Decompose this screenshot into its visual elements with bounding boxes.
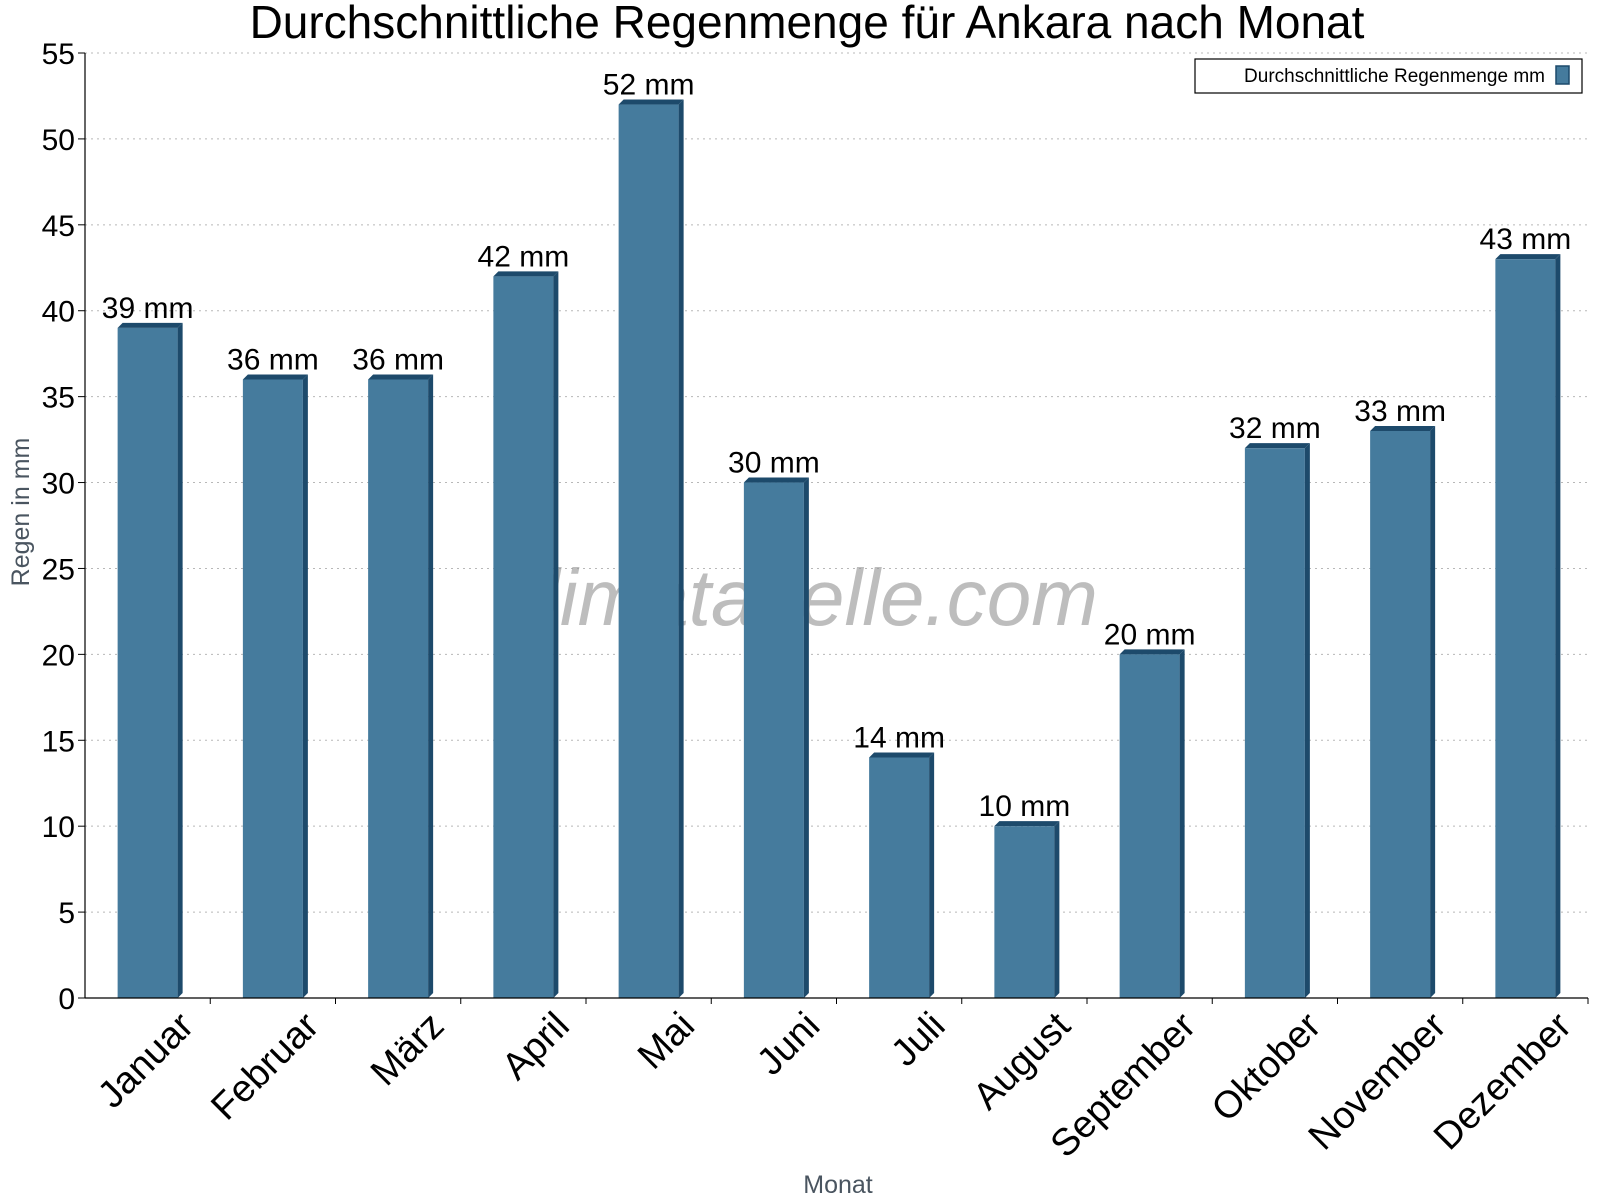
y-axis-title: Regen in mm <box>7 438 35 587</box>
bar <box>242 374 308 998</box>
y-tick-label: 0 <box>58 983 75 1016</box>
bar-side <box>929 752 935 998</box>
y-tick-label: 25 <box>42 553 75 586</box>
bars <box>117 99 1561 999</box>
bar-face <box>743 482 804 999</box>
bar <box>1370 426 1436 998</box>
bar-top <box>242 374 308 380</box>
bar-top <box>869 752 935 758</box>
bar-top <box>117 322 183 328</box>
bar-face <box>242 379 303 998</box>
bar <box>869 752 935 998</box>
data-label: 14 mm <box>853 721 945 754</box>
y-tick-label: 20 <box>42 639 75 672</box>
y-tick-label: 15 <box>42 725 75 758</box>
data-label: 33 mm <box>1354 395 1446 428</box>
bar <box>743 477 809 999</box>
bar-face <box>1370 431 1431 998</box>
y-tick-label: 40 <box>42 296 75 329</box>
data-label: 39 mm <box>102 292 194 325</box>
bar-top <box>743 477 809 483</box>
x-tick-label: August <box>965 1004 1079 1118</box>
bar-top <box>493 271 559 277</box>
data-label: 36 mm <box>352 343 444 376</box>
y-tick-label: 55 <box>42 38 75 71</box>
x-tick-label: Februar <box>203 1004 327 1128</box>
x-axis-ticks: Januar Februar März April Mai Juni Juli AugustS… <box>90 998 1589 1166</box>
x-tick-label: Mai <box>630 1005 703 1078</box>
bar-face <box>493 276 554 998</box>
data-label: 30 mm <box>728 447 820 480</box>
axes <box>84 53 1588 999</box>
bar-face <box>1244 448 1305 998</box>
bar-side <box>803 477 809 999</box>
y-tick-label: 50 <box>42 124 75 157</box>
data-label: 52 mm <box>603 69 695 102</box>
x-axis-title: Monat <box>803 1171 873 1199</box>
bar-side <box>553 271 559 998</box>
legend-label: Durchschnittliche Regenmenge mm <box>1244 66 1545 87</box>
x-tick-label: Dezember <box>1426 1004 1580 1158</box>
bar-face <box>618 104 679 998</box>
data-label: 43 mm <box>1480 223 1572 256</box>
bar <box>1495 254 1561 998</box>
bar-side <box>1304 443 1310 998</box>
data-label: 42 mm <box>478 240 570 273</box>
bar-face <box>869 757 930 998</box>
bar <box>994 821 1060 998</box>
bar-top <box>994 821 1060 827</box>
legend-swatch <box>1555 65 1570 85</box>
bar-face <box>117 327 178 999</box>
y-tick-label: 10 <box>42 811 75 844</box>
y-tick-label: 30 <box>42 468 75 501</box>
bar-side <box>678 99 684 998</box>
x-tick-label: April <box>494 1005 577 1088</box>
bar-face <box>1495 259 1556 998</box>
bar-side <box>1430 426 1436 998</box>
bar <box>368 374 434 998</box>
x-tick-label: Oktober <box>1204 1004 1330 1130</box>
bar-top <box>1370 426 1436 431</box>
data-label: 20 mm <box>1104 618 1196 651</box>
bar-side <box>302 374 308 998</box>
y-tick-label: 35 <box>42 382 75 415</box>
bar <box>1244 443 1310 998</box>
bar <box>493 271 559 998</box>
bar <box>1119 649 1185 998</box>
data-label: 32 mm <box>1229 412 1321 445</box>
x-tick-label: März <box>363 1005 452 1094</box>
x-tick-label: Januar <box>90 1004 202 1116</box>
bar-top <box>618 99 684 105</box>
bar-face <box>368 379 429 998</box>
bar-side <box>177 322 183 999</box>
bar <box>117 322 183 999</box>
x-tick-label: Juli <box>883 1005 953 1075</box>
y-tick-label: 45 <box>42 210 75 243</box>
data-labels: 39 mm 36 mm 36 mm 42 mm 52 mm 30 mm 14 mm 10 mm… <box>102 69 1571 824</box>
y-axis-ticks: 0 5 10 15 20 25 30 35 40 45 50 55 <box>42 38 85 1016</box>
legend: Durchschnittliche Regenmenge mm <box>1194 58 1583 94</box>
bar <box>618 99 684 998</box>
bar-top <box>1495 254 1561 260</box>
bar-side <box>1179 649 1185 998</box>
bar-side <box>1054 821 1060 998</box>
legend-box <box>1194 58 1583 94</box>
chart-title: Durchschnittliche Regenmenge für Ankara … <box>250 0 1365 48</box>
y-tick-label: 5 <box>58 897 75 930</box>
bar-top <box>1244 443 1310 449</box>
x-tick-label: Juni <box>749 1005 828 1084</box>
bar-top <box>1119 649 1185 655</box>
bar-top <box>368 374 434 380</box>
data-label: 36 mm <box>227 343 319 376</box>
bar-face <box>994 826 1055 998</box>
bar-side <box>1555 254 1561 998</box>
bar-face <box>1119 654 1180 998</box>
bar-side <box>428 374 434 998</box>
data-label: 10 mm <box>979 790 1071 823</box>
gridlines <box>85 52 1588 913</box>
